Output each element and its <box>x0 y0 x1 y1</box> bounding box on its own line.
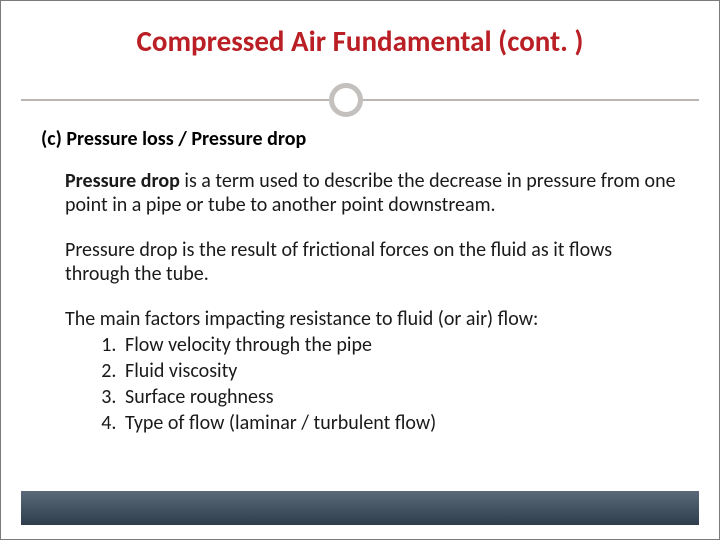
factors-intro: The main factors impacting resistance to… <box>41 307 679 332</box>
section-subheading: (c) Pressure loss / Pressure drop <box>41 127 679 151</box>
slide-title: Compressed Air Fundamental (cont. ) <box>1 1 719 77</box>
divider-ring-icon <box>329 83 363 117</box>
content-area: (c) Pressure loss / Pressure drop Pressu… <box>1 117 719 436</box>
paragraph-definition: Pressure drop is a term used to describe… <box>41 169 679 218</box>
slide: Compressed Air Fundamental (cont. ) (c) … <box>0 0 720 540</box>
list-item: Fluid viscosity <box>121 358 679 384</box>
divider <box>1 83 719 117</box>
list-item: Type of flow (laminar / turbulent flow) <box>121 410 679 436</box>
paragraph-cause: Pressure drop is the result of frictiona… <box>41 238 679 287</box>
footer-bar <box>21 491 699 525</box>
factors-list: Flow velocity through the pipe Fluid vis… <box>41 332 679 436</box>
term-lead: Pressure drop <box>65 169 180 193</box>
list-item: Flow velocity through the pipe <box>121 332 679 358</box>
list-item: Surface roughness <box>121 384 679 410</box>
